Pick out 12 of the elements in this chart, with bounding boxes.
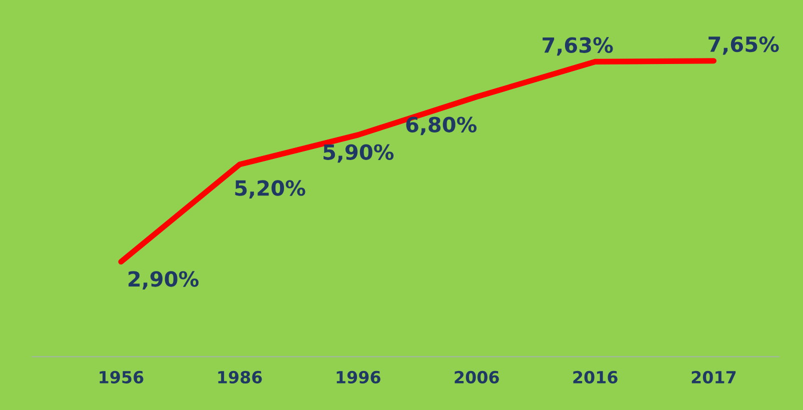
data-label: 2,90%	[128, 271, 199, 290]
x-tick-label: 1956	[100, 370, 144, 384]
x-tick-label: 2006	[454, 370, 499, 384]
x-tick-label: 1996	[336, 370, 380, 384]
data-label: 7,63%	[542, 37, 613, 56]
data-label: 7,65%	[708, 36, 779, 55]
data-label: 6,80%	[406, 116, 477, 136]
x-tick-label: 2017	[692, 370, 736, 384]
data-label: 5,90%	[324, 144, 394, 163]
x-tick-label: 2016	[573, 370, 618, 384]
x-tick-label: 1986	[218, 370, 262, 384]
data-label: 5,20%	[235, 180, 306, 199]
